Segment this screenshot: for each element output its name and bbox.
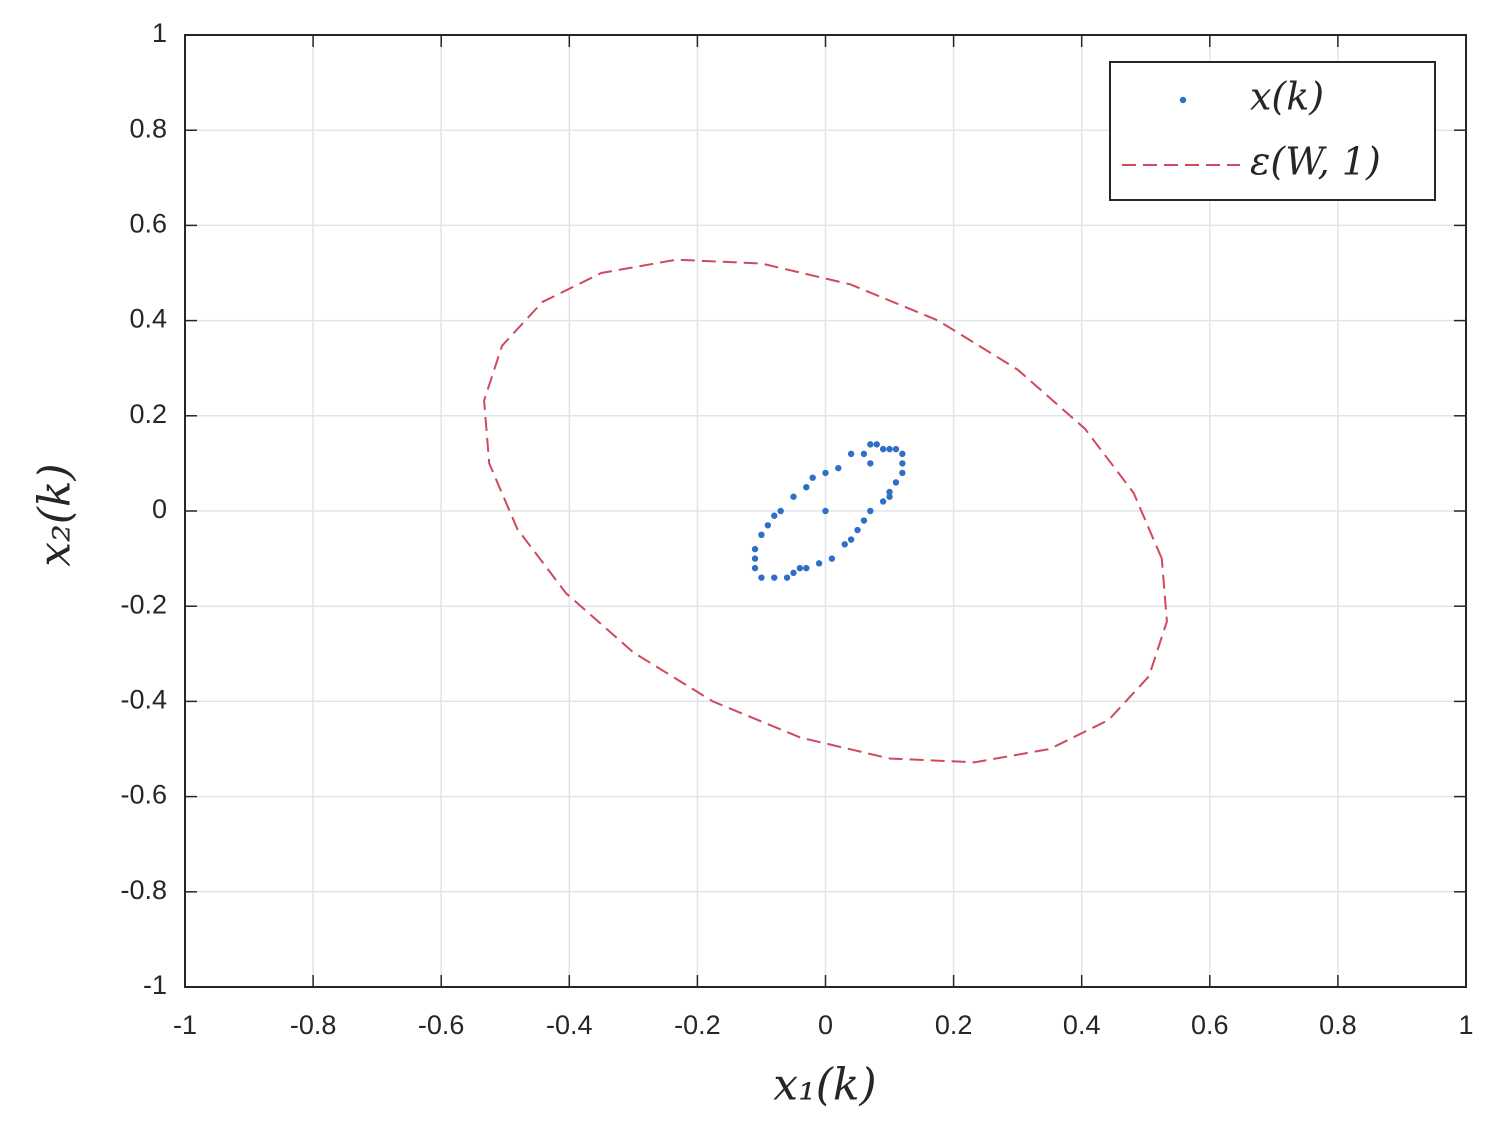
scatter-point bbox=[886, 493, 893, 500]
scatter-point bbox=[790, 569, 797, 577]
scatter-point bbox=[879, 498, 887, 505]
scatter-point bbox=[758, 531, 765, 538]
scatter-point bbox=[892, 445, 900, 453]
scatter-point bbox=[822, 469, 829, 477]
x-tick-label: 0 bbox=[818, 1010, 833, 1040]
scatter-point bbox=[783, 574, 791, 581]
y-tick-label: -0.4 bbox=[120, 685, 167, 715]
scatter-point bbox=[764, 522, 772, 529]
y-tick-label: -1 bbox=[143, 970, 167, 1000]
scatter-point bbox=[841, 541, 848, 548]
line-series bbox=[483, 258, 1168, 764]
scatter-point bbox=[867, 507, 874, 515]
scatter-point bbox=[751, 555, 759, 562]
scatter-point bbox=[822, 507, 829, 515]
scatter-point bbox=[835, 464, 842, 472]
y-tick-label: 0.8 bbox=[129, 113, 167, 143]
x-axis-label: x₁(k) bbox=[773, 1060, 876, 1111]
y-tick-label: -0.2 bbox=[120, 589, 167, 619]
axes-box bbox=[184, 34, 1467, 988]
scatter-point bbox=[860, 450, 868, 458]
x-tick-label: -0.2 bbox=[674, 1010, 721, 1040]
x-tick-label: 0.8 bbox=[1319, 1010, 1357, 1040]
scatter-point bbox=[803, 564, 810, 572]
scatter-point bbox=[899, 450, 906, 458]
x-tick-label: 0.2 bbox=[935, 1010, 973, 1040]
scatter-point bbox=[873, 441, 880, 448]
scatter-point bbox=[879, 445, 887, 453]
scatter-point bbox=[803, 484, 810, 491]
scatter-point bbox=[886, 488, 893, 496]
x-tick-label: -0.8 bbox=[290, 1010, 337, 1040]
scatter-point bbox=[847, 536, 855, 543]
legend-label: x(k) bbox=[1250, 75, 1324, 119]
x-tick-label: -1 bbox=[173, 1010, 197, 1040]
x-tick-label: -0.4 bbox=[546, 1010, 593, 1040]
scatter-point bbox=[777, 507, 784, 515]
y-tick-label: 0.6 bbox=[129, 209, 167, 239]
scatter-point bbox=[867, 441, 874, 448]
scatter-point bbox=[847, 450, 855, 458]
x-tick-label: 1 bbox=[1458, 1010, 1473, 1040]
y-tick-label: -0.6 bbox=[120, 780, 167, 810]
y-tick-label: 1 bbox=[152, 18, 167, 48]
scatter-point bbox=[815, 560, 823, 567]
scatter-point bbox=[809, 474, 816, 481]
scatter-point bbox=[860, 517, 868, 524]
scatter-point bbox=[751, 564, 759, 572]
scatter-point bbox=[867, 460, 874, 467]
scatter-point bbox=[796, 564, 804, 572]
x-tick-label: -0.6 bbox=[418, 1010, 465, 1040]
legend-label: ε(W, 1) bbox=[1250, 140, 1381, 184]
scatter-point bbox=[899, 460, 906, 467]
scatter-point bbox=[828, 555, 836, 562]
x-tick-label: 0.6 bbox=[1191, 1010, 1229, 1040]
scatter-point bbox=[751, 545, 759, 553]
scatter-point bbox=[899, 469, 906, 477]
y-tick-label: -0.8 bbox=[120, 875, 167, 905]
scatter-point bbox=[771, 512, 778, 519]
scatter-point bbox=[886, 445, 893, 453]
scatter-point bbox=[771, 574, 778, 581]
legend: x(k) ε(W, 1) bbox=[1109, 61, 1436, 201]
y-tick-label: 0 bbox=[152, 494, 167, 524]
y-tick-label: 0.4 bbox=[129, 304, 167, 334]
legend-box bbox=[1109, 61, 1436, 201]
x-tick-label: 0.4 bbox=[1063, 1010, 1101, 1040]
y-tick-label: 0.2 bbox=[129, 399, 167, 429]
scatter-point bbox=[758, 574, 765, 581]
legend-marker bbox=[1179, 96, 1187, 104]
scatter-point bbox=[892, 479, 900, 486]
scatter-point bbox=[790, 493, 797, 500]
scatter-point bbox=[854, 526, 861, 534]
y-axis-label: x₂(k) bbox=[30, 463, 81, 566]
